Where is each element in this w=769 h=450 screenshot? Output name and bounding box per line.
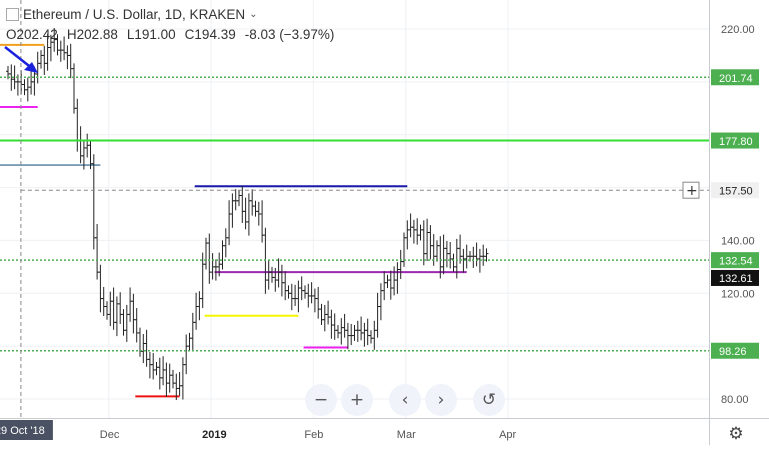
level-badge (711, 69, 759, 86)
scroll-right-button[interactable]: › (425, 384, 457, 416)
time-tick-label: Mar (397, 429, 416, 441)
symbol-title[interactable]: Ethereum / U.S. Dollar, 1D, KRAKEN (23, 6, 246, 22)
crosshair-date-label: 29 Oct '18 (0, 425, 45, 437)
time-tick-label: Dec (100, 429, 120, 441)
last-price-badge (711, 269, 759, 286)
price-tick-label: 140.00 (721, 235, 755, 247)
chevron-down-icon[interactable]: ⌄ (249, 8, 258, 20)
chart-legend: Ethereum / U.S. Dollar, 1D, KRAKEN ⌄ O20… (6, 4, 334, 44)
level-label: 177.80 (719, 136, 753, 148)
crosshair-price-badge (711, 182, 759, 199)
price-change: -8.03 (−3.97%) (244, 26, 335, 42)
price-tick-label: 120.00 (721, 288, 755, 300)
level-badge (711, 252, 759, 269)
level-label: 98.26 (719, 346, 747, 358)
time-tick-label: Apr (499, 429, 516, 441)
reset-chart-button[interactable]: ↺ (473, 384, 505, 416)
level-label: 132.54 (719, 256, 753, 268)
crosshair-date-badge (0, 420, 53, 440)
scroll-left-button[interactable]: ‹ (389, 384, 421, 416)
eye-toggle-icon[interactable] (6, 7, 19, 21)
time-tick-label: 2019 (202, 429, 226, 441)
zoom-in-button[interactable]: + (341, 384, 373, 416)
ohlc-low: L191.00 (126, 26, 176, 42)
last-price-label: 132.61 (719, 273, 753, 285)
level-badge (711, 342, 759, 359)
crosshair-price-label: 157.50 (719, 186, 753, 198)
chart-controls: − + ‹ › ↺ (305, 384, 505, 416)
ohlc-close: C194.39 (184, 26, 236, 42)
level-label: 201.74 (719, 73, 753, 85)
time-tick-label: Feb (304, 429, 323, 441)
price-tick-label: 80.00 (721, 394, 749, 406)
add-alert-button (682, 181, 700, 199)
gear-icon[interactable]: ⚙ (728, 424, 744, 444)
annotation-arrow-head (24, 62, 38, 73)
ohlc-open: O202.42 (6, 26, 58, 42)
zoom-out-button[interactable]: − (305, 384, 337, 416)
plus-icon: + (686, 183, 698, 199)
price-tick-label: 220.00 (721, 24, 755, 36)
annotation-arrow (4, 46, 34, 70)
level-badge (711, 132, 759, 149)
ohlc-high: H202.88 (66, 26, 118, 42)
